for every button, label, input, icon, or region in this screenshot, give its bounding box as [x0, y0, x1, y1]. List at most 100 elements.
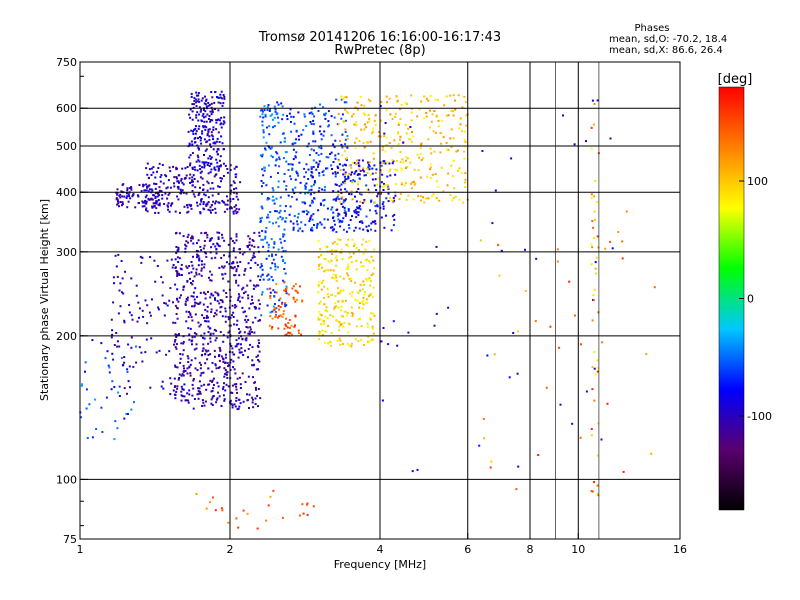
data-point	[516, 372, 519, 375]
data-point	[556, 248, 559, 251]
data-point	[230, 237, 233, 240]
data-point	[358, 227, 361, 230]
data-point	[384, 150, 387, 153]
data-point	[230, 345, 233, 347]
data-point	[153, 194, 156, 197]
data-point	[269, 108, 271, 111]
data-point	[278, 211, 281, 214]
data-point	[342, 325, 345, 328]
data-point	[277, 186, 280, 189]
data-point	[221, 315, 224, 318]
data-point	[117, 312, 120, 315]
data-point	[232, 311, 235, 314]
data-point	[363, 199, 366, 201]
data-point	[190, 340, 193, 343]
data-point	[185, 192, 188, 195]
data-point	[273, 125, 276, 127]
data-point	[194, 168, 197, 171]
data-point	[303, 113, 306, 116]
data-point	[186, 236, 189, 239]
data-point	[191, 383, 194, 386]
data-point	[310, 229, 313, 232]
data-point	[182, 349, 185, 352]
data-point	[190, 261, 193, 263]
data-point	[217, 185, 220, 188]
data-point	[183, 177, 186, 180]
data-point	[266, 304, 269, 307]
data-point	[126, 413, 129, 415]
data-point	[155, 202, 158, 205]
data-point	[236, 408, 239, 411]
data-point	[594, 180, 597, 182]
data-point	[285, 292, 288, 295]
data-point	[338, 325, 341, 328]
data-point	[450, 164, 453, 167]
data-point	[371, 167, 374, 170]
data-point	[317, 154, 320, 157]
data-point	[517, 465, 520, 468]
data-point	[359, 289, 362, 292]
data-point	[197, 159, 200, 162]
data-point	[515, 488, 518, 491]
data-point	[191, 235, 194, 238]
data-point	[344, 188, 347, 191]
data-point	[573, 143, 576, 146]
data-point	[310, 111, 313, 114]
data-point	[214, 168, 217, 171]
data-point	[394, 168, 397, 171]
data-point	[153, 259, 156, 262]
data-point	[409, 126, 412, 128]
data-point	[497, 243, 500, 246]
data-point	[260, 185, 263, 188]
data-point	[219, 306, 222, 309]
data-point	[195, 273, 198, 276]
data-point	[331, 172, 334, 175]
data-point	[151, 189, 154, 192]
data-point	[434, 131, 437, 134]
data-point	[460, 171, 463, 174]
data-point	[195, 343, 198, 346]
data-point	[285, 188, 288, 191]
data-point	[363, 174, 366, 177]
data-point	[289, 205, 292, 208]
data-point	[339, 275, 342, 278]
data-point	[331, 242, 334, 245]
data-point	[386, 161, 389, 164]
data-point	[212, 332, 215, 335]
data-point	[376, 205, 379, 208]
data-point	[590, 147, 593, 150]
data-point	[84, 361, 87, 364]
data-point	[420, 100, 423, 103]
data-point	[489, 466, 492, 469]
data-point	[181, 167, 184, 170]
data-point	[334, 157, 337, 160]
data-point	[259, 221, 262, 223]
data-point	[138, 346, 141, 349]
data-point	[246, 393, 248, 396]
data-point	[372, 152, 375, 155]
data-point	[211, 370, 214, 373]
data-point	[207, 316, 209, 319]
data-point	[114, 420, 117, 423]
data-point	[284, 305, 287, 308]
data-point	[268, 125, 271, 128]
data-point	[272, 279, 274, 282]
data-point	[260, 238, 263, 241]
data-point	[269, 315, 272, 318]
data-point	[226, 336, 229, 339]
data-point	[337, 306, 340, 309]
data-point	[257, 246, 260, 249]
data-point	[285, 304, 288, 307]
data-point	[216, 137, 219, 140]
data-point	[217, 294, 220, 297]
data-point	[429, 166, 432, 169]
data-point	[428, 126, 431, 129]
data-point	[195, 493, 198, 495]
data-point	[449, 137, 452, 140]
data-point	[202, 201, 205, 204]
data-point	[285, 185, 288, 187]
data-point	[235, 165, 238, 168]
data-point	[302, 512, 305, 515]
data-point	[177, 187, 180, 190]
data-point	[339, 292, 342, 295]
